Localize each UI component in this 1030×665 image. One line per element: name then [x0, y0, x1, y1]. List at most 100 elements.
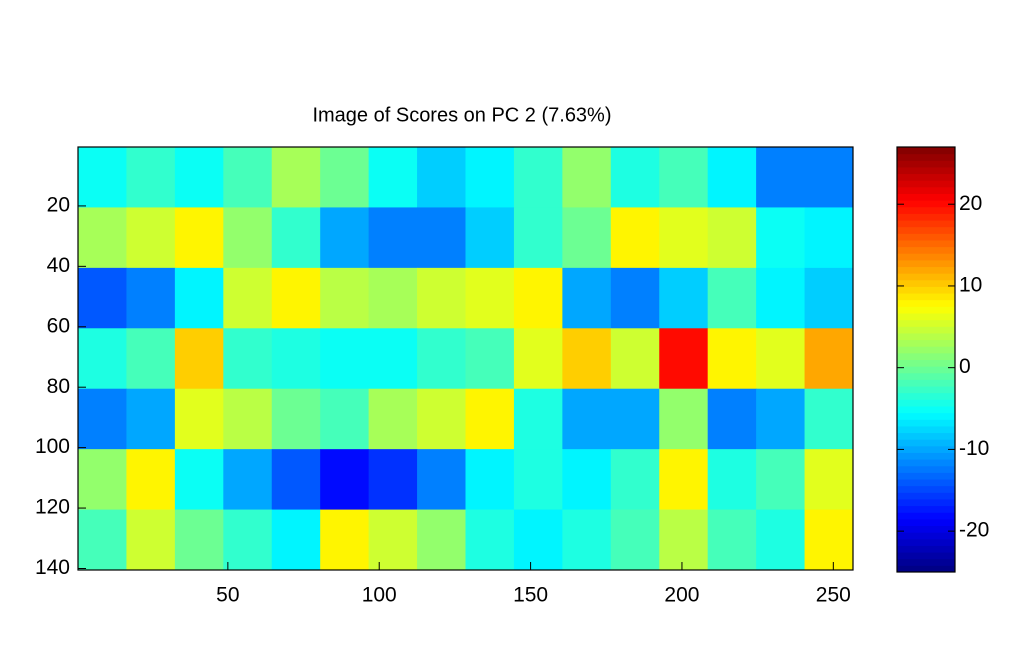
heat-cell	[562, 328, 612, 390]
y-tick-label: 60	[47, 314, 70, 337]
heat-cell	[126, 449, 176, 511]
colorbar	[897, 147, 955, 573]
heat-cell	[126, 207, 176, 269]
colorbar-swatch	[897, 339, 955, 347]
heat-cell	[368, 267, 418, 329]
colorbar-swatch	[897, 153, 955, 161]
heat-cell	[513, 449, 563, 511]
heat-cell	[271, 388, 321, 450]
heatmap	[78, 147, 854, 571]
colorbar-swatch	[897, 246, 955, 254]
heat-cell	[78, 267, 127, 329]
colorbar-swatch	[897, 253, 955, 261]
colorbar-swatch	[897, 299, 955, 307]
heat-cell	[271, 509, 321, 571]
heat-cell	[271, 207, 321, 269]
heat-cell	[756, 449, 806, 511]
heat-cell	[223, 328, 273, 390]
colorbar-swatch	[897, 425, 955, 434]
colorbar-swatch	[897, 313, 955, 321]
heat-cell	[78, 328, 127, 390]
colorbar-swatch	[897, 472, 955, 480]
heat-cell	[174, 267, 224, 329]
colorbar-swatch	[897, 432, 955, 440]
colorbar-swatch	[897, 405, 955, 414]
heat-cell	[78, 147, 127, 208]
heat-cell	[707, 388, 757, 450]
heat-cell	[320, 267, 370, 329]
heat-cell	[804, 509, 854, 571]
heat-cell	[174, 328, 224, 390]
heat-cell	[804, 147, 854, 208]
heat-cell	[610, 449, 660, 511]
heat-cell	[610, 147, 660, 208]
colorbar-swatch	[897, 452, 955, 460]
chart-title: Image of Scores on PC 2 (7.63%)	[312, 104, 611, 126]
colorbar-swatch	[897, 538, 955, 546]
x-tick-label: 250	[816, 584, 851, 607]
colorbar-swatch	[897, 306, 955, 314]
colorbar-swatch	[897, 332, 955, 341]
heat-cell	[756, 267, 806, 329]
heat-cell	[320, 509, 370, 571]
heat-cell	[804, 207, 854, 269]
y-tick-label: 140	[35, 556, 70, 579]
heat-cell	[659, 388, 709, 450]
heat-cell	[707, 207, 757, 269]
colorbar-swatch	[897, 379, 955, 387]
heat-cell	[465, 147, 515, 208]
heat-cell	[271, 147, 321, 208]
heat-cell	[465, 207, 515, 269]
colorbar-swatch	[897, 273, 955, 281]
colorbar-swatch	[897, 239, 955, 248]
colorbar-swatch	[897, 492, 955, 500]
x-tick-label: 200	[664, 584, 699, 607]
axes-frame	[77, 146, 854, 571]
heat-cell	[756, 388, 806, 450]
heat-cell	[417, 147, 466, 208]
heat-cell	[513, 207, 563, 269]
heat-cell	[271, 328, 321, 390]
colorbar-swatch	[897, 445, 955, 453]
heat-cell	[610, 509, 660, 571]
colorbar-swatch	[897, 505, 955, 513]
heat-cell	[659, 207, 709, 269]
heat-cell	[659, 328, 709, 390]
colorbar-tick-label: 10	[959, 273, 982, 296]
heat-cell	[707, 147, 757, 208]
heat-cell	[610, 267, 660, 329]
colorbar-swatch	[897, 366, 955, 374]
heat-cell	[707, 509, 757, 571]
heat-cell	[174, 449, 224, 511]
heat-cell	[271, 267, 321, 329]
heat-cell	[320, 207, 370, 269]
colorbar-tick-label: 0	[959, 355, 971, 378]
heat-cell	[804, 328, 854, 390]
colorbar-swatch	[897, 552, 955, 560]
heat-cell	[513, 328, 563, 390]
heat-cell	[659, 147, 709, 208]
colorbar-frame	[896, 146, 956, 573]
heat-cell	[465, 328, 515, 390]
heat-cell	[78, 207, 127, 269]
heat-cell	[465, 509, 515, 571]
heat-cell	[368, 147, 418, 208]
x-tick-label: 100	[362, 584, 397, 607]
colorbar-swatch	[897, 565, 955, 573]
colorbar-swatch	[897, 279, 955, 287]
heat-cell	[368, 449, 418, 511]
heat-cell	[513, 509, 563, 571]
heat-cell	[320, 388, 370, 450]
heat-cell	[174, 207, 224, 269]
heat-cell	[417, 449, 466, 511]
heat-cell	[417, 388, 466, 450]
heat-cell	[78, 509, 127, 571]
heat-cell	[707, 328, 757, 390]
heat-cell	[610, 328, 660, 390]
x-tick-label: 50	[216, 584, 239, 607]
colorbar-swatch	[897, 419, 955, 427]
x-tick-label: 150	[513, 584, 548, 607]
heat-cell	[271, 449, 321, 511]
heat-cell	[659, 449, 709, 511]
heat-cell	[513, 147, 563, 208]
